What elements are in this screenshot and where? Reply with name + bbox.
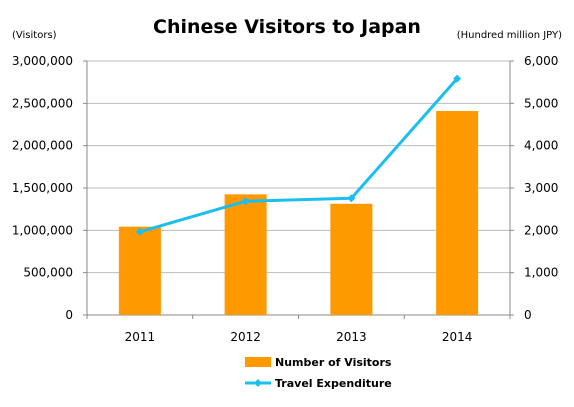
x-tick-label: 2012	[230, 330, 261, 344]
line-point	[135, 227, 144, 236]
y-left-tick-label: 2,500,000	[12, 96, 73, 110]
x-tick-label: 2014	[442, 330, 473, 344]
y-right-tick-label: 4,000	[524, 139, 558, 153]
series-line	[139, 77, 459, 234]
bar	[224, 194, 267, 315]
y-left-tick-label: 2,000,000	[12, 139, 73, 153]
y-left-tick-label: 500,000	[23, 266, 73, 280]
legend-swatch-bar	[245, 357, 271, 367]
legend-label: Number of Visitors	[275, 356, 392, 369]
legend-label: Travel Expenditure	[275, 377, 392, 390]
bar	[436, 111, 479, 316]
y-left-tick-label: 0	[65, 308, 73, 322]
y-left-tick-label: 1,500,000	[12, 181, 73, 195]
y-left-tick-label: 3,000,000	[12, 54, 73, 68]
line-point	[241, 197, 250, 206]
y-right-tick-label: 3,000	[524, 181, 558, 195]
y-right-tick-label: 2,000	[524, 223, 558, 237]
y-right-tick-label: 0	[524, 308, 532, 322]
legend-swatch-marker	[254, 379, 262, 387]
chart-title: Chinese Visitors to Japan	[153, 16, 421, 38]
x-tick-label: 2011	[125, 330, 156, 344]
y-right-tick-label: 5,000	[524, 96, 558, 110]
line-point	[347, 194, 356, 203]
y-left-tick-label: 1,000,000	[12, 223, 73, 237]
y-left-axis-label: (Visitors)	[12, 30, 57, 41]
bar	[330, 203, 373, 315]
x-tick-label: 2013	[336, 330, 367, 344]
line-point	[453, 74, 462, 83]
y-right-tick-label: 1,000	[524, 266, 558, 280]
y-right-axis-label: (Hundred million JPY)	[456, 30, 562, 41]
bar	[118, 226, 161, 315]
y-right-tick-label: 6,000	[524, 54, 558, 68]
